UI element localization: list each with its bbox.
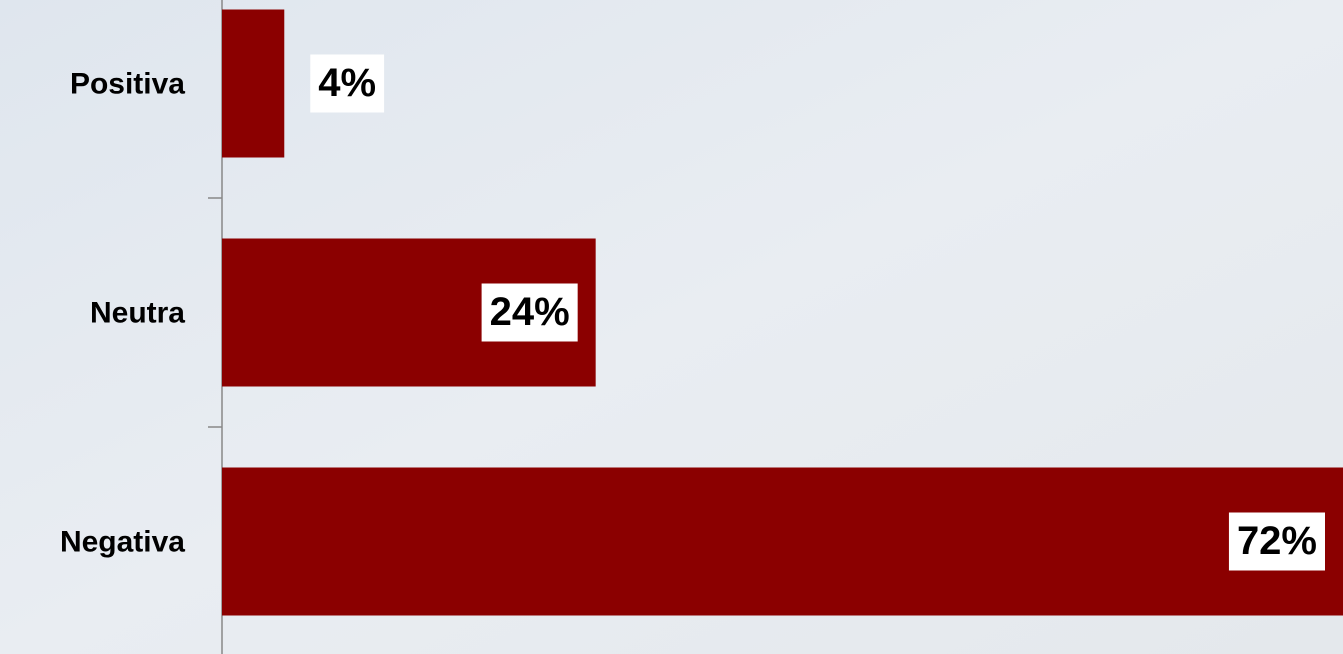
bar [222, 467, 1343, 616]
category-label: Positiva [70, 67, 185, 100]
category-label: Negativa [60, 525, 185, 558]
value-label: 24% [490, 290, 570, 334]
value-label-box [310, 54, 385, 113]
value-label: 4% [318, 61, 376, 105]
bar [222, 9, 285, 158]
value-label: 72% [1237, 519, 1317, 563]
value-label-box [481, 283, 578, 342]
value-label-box [1228, 512, 1325, 571]
category-label: Neutra [90, 296, 185, 329]
